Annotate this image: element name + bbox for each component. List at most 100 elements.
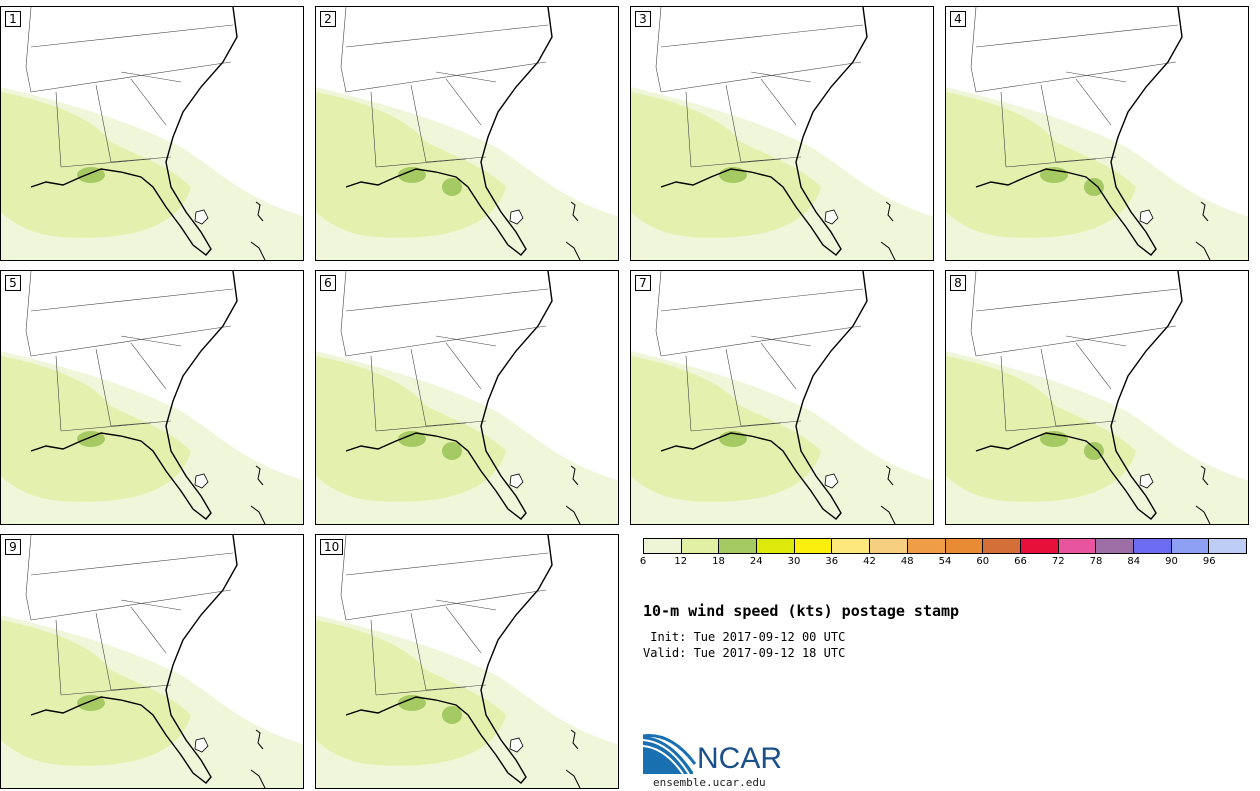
wind-field-moderate: [946, 356, 1136, 502]
wind-field-moderate: [316, 356, 506, 502]
bahamas-islands: [1195, 465, 1211, 524]
state-boundary: [410, 612, 427, 691]
coastline: [30, 271, 238, 520]
state-boundary: [95, 84, 112, 163]
lake-okeechobee: [824, 473, 839, 489]
wind-map: [316, 535, 618, 788]
ensemble-member-panel-2: 2: [315, 6, 619, 261]
state-boundaries: [970, 7, 1179, 168]
bahamas-islands: [565, 201, 581, 260]
bahamas-islands: [1195, 201, 1211, 260]
state-boundary: [750, 71, 812, 83]
wind-field-strong: [1084, 178, 1104, 196]
colorbar-swatch: [1133, 539, 1172, 553]
state-boundary: [30, 24, 234, 48]
state-boundary: [345, 325, 547, 357]
state-boundary: [340, 7, 347, 93]
state-boundary: [660, 325, 862, 357]
colorbar-swatch: [794, 539, 833, 553]
colorbar-swatch: [644, 539, 682, 553]
state-boundary: [425, 420, 487, 427]
state-boundary: [435, 335, 497, 347]
state-boundary: [1005, 422, 1097, 432]
colorbar-swatch: [907, 539, 946, 553]
state-boundary: [345, 288, 549, 312]
lake-okeechobee: [824, 209, 839, 225]
state-boundaries: [655, 271, 864, 432]
state-boundary: [660, 24, 864, 48]
colorbar-tick-label: 54: [938, 556, 952, 567]
colorbar-tick-label: 24: [749, 556, 763, 567]
state-boundary: [130, 606, 167, 654]
state-boundary: [55, 355, 62, 432]
state-boundary: [760, 342, 797, 390]
wind-map: [946, 7, 1248, 260]
state-boundary: [55, 619, 62, 696]
state-boundary: [110, 156, 172, 163]
colorbar-tick-label: 90: [1165, 556, 1178, 567]
panel-number: 6: [320, 275, 336, 291]
state-boundary: [685, 91, 692, 168]
lake-okeechobee: [509, 473, 524, 489]
state-boundary: [60, 686, 152, 696]
panel-number: 5: [5, 275, 21, 291]
state-boundary: [740, 420, 802, 427]
panel-number: 4: [950, 11, 966, 27]
state-boundary: [120, 335, 182, 347]
state-boundary: [1075, 78, 1112, 126]
state-boundary: [660, 61, 862, 93]
wind-field-strong: [398, 431, 426, 447]
state-boundary: [345, 24, 549, 48]
state-boundary: [110, 684, 172, 691]
state-boundary: [435, 71, 497, 83]
wind-map: [1, 271, 303, 524]
state-boundary: [445, 606, 482, 654]
state-boundary: [1000, 355, 1007, 432]
state-boundary: [375, 422, 467, 432]
state-boundary: [740, 156, 802, 163]
wind-field-strong: [77, 167, 105, 183]
bahamas-islands: [250, 729, 266, 788]
wind-map: [631, 7, 933, 260]
colorbar-swatch: [757, 539, 795, 553]
state-boundaries: [25, 535, 234, 696]
state-boundary: [435, 599, 497, 611]
panel-number: 9: [5, 539, 21, 555]
state-boundary: [425, 684, 487, 691]
colorbar-swatch: [1209, 539, 1246, 553]
colorbar-tick-label: 36: [825, 556, 839, 567]
colorbar-swatch: [983, 539, 1021, 553]
coastline: [345, 535, 553, 784]
wind-field-strong: [442, 442, 462, 460]
state-boundaries: [970, 271, 1179, 432]
wind-field-strong: [442, 178, 462, 196]
state-boundary: [95, 348, 112, 427]
state-boundary: [375, 686, 467, 696]
state-boundary: [690, 158, 782, 168]
wind-map: [316, 7, 618, 260]
state-boundaries: [340, 535, 549, 696]
plot-title: 10-m wind speed (kts) postage stamp: [643, 602, 960, 620]
wind-field-moderate: [316, 92, 506, 238]
panel-number: 8: [950, 275, 966, 291]
state-boundary: [445, 78, 482, 126]
lake-okeechobee: [194, 737, 209, 753]
ensemble-member-panel-1: 1: [0, 6, 304, 261]
wind-field-strong: [77, 431, 105, 447]
state-boundary: [370, 619, 377, 696]
state-boundary: [1075, 342, 1112, 390]
ensemble-member-panel-10: 10: [315, 534, 619, 789]
state-boundary: [370, 91, 377, 168]
state-boundary: [660, 288, 864, 312]
colorbar-tick-label: 30: [787, 556, 801, 567]
state-boundary: [345, 552, 549, 576]
colorbar-tick-label: 96: [1202, 556, 1216, 567]
wind-map: [1, 535, 303, 788]
lake-okeechobee: [194, 473, 209, 489]
coastline: [30, 7, 238, 256]
state-boundary: [30, 589, 232, 621]
state-boundary: [445, 342, 482, 390]
panel-number: 10: [320, 539, 344, 555]
state-boundary: [975, 288, 1179, 312]
state-boundary: [110, 420, 172, 427]
